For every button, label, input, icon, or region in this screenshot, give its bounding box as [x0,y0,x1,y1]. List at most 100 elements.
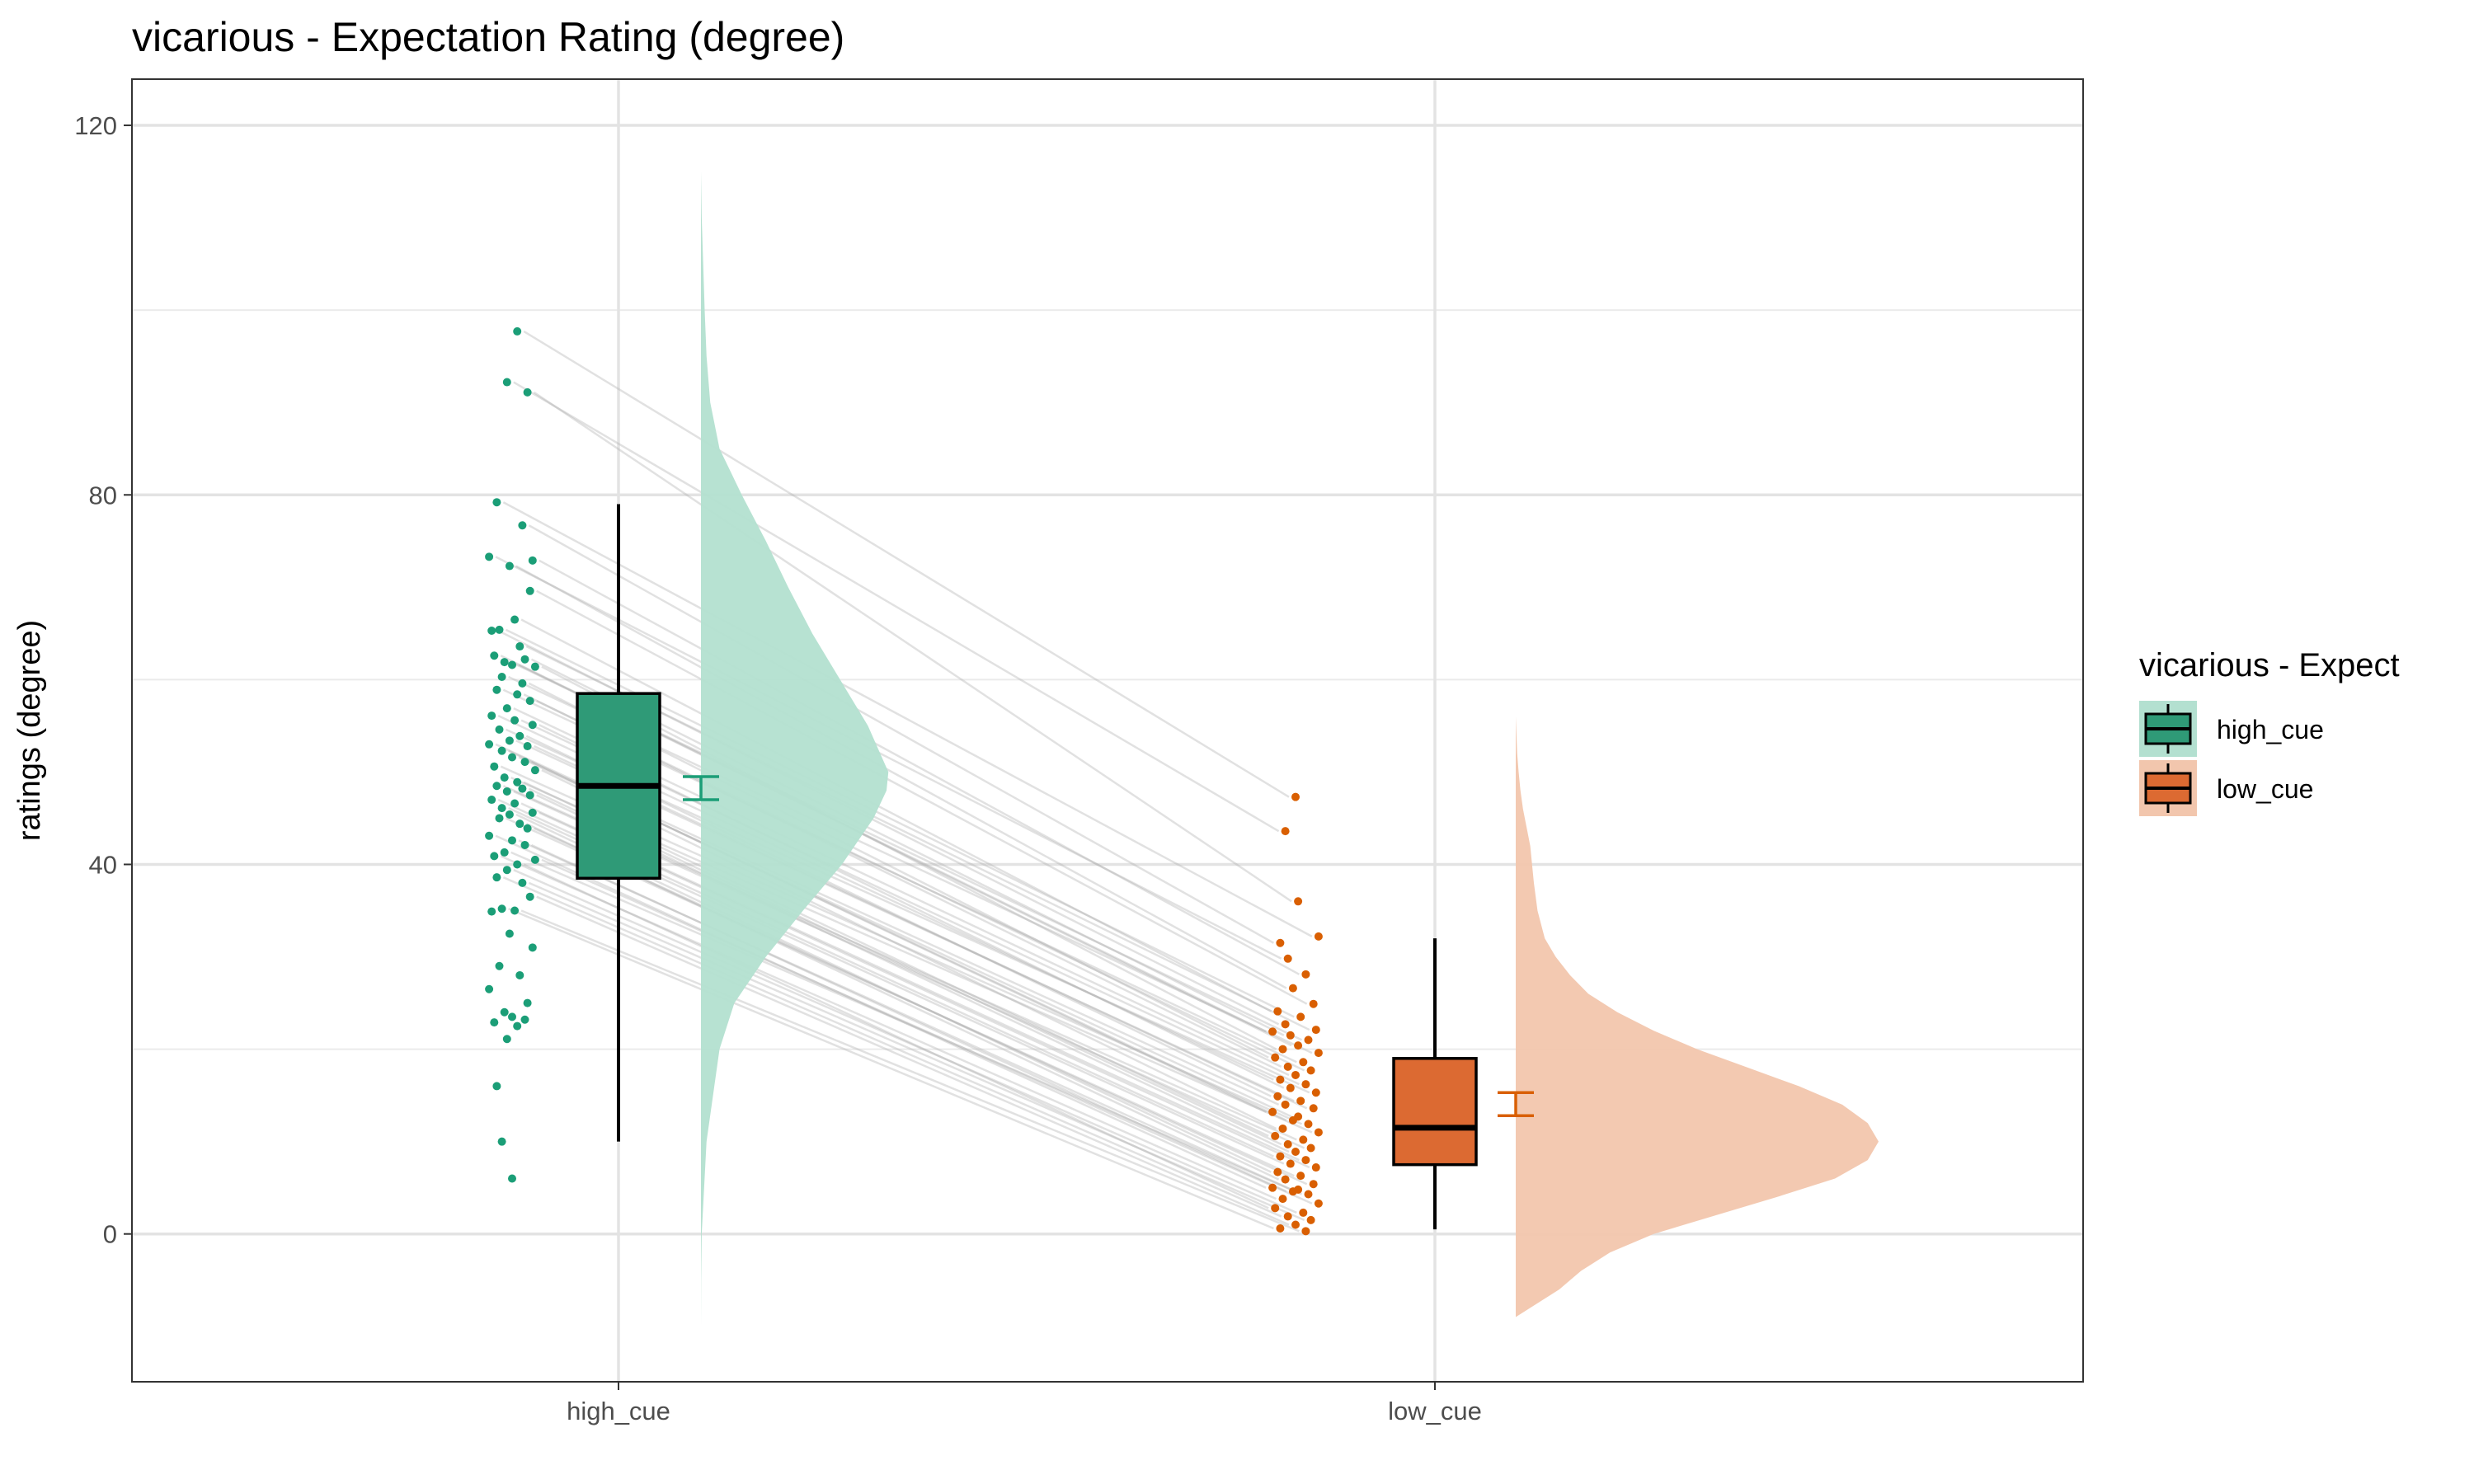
high_cue-data-point [513,777,522,787]
high_cue-data-point [495,725,504,734]
low_cue-data-point [1278,1124,1287,1133]
paired-line [539,811,1310,1169]
chart-title: vicarious - Expectation Rating (degree) [132,14,844,60]
low_cue-data-point [1299,1208,1308,1217]
paired-line [502,876,1282,1218]
low_cue-data-point [1311,1163,1320,1172]
high_cue-data-point [530,766,539,775]
high_cue-data-point [518,784,527,793]
low_cue-data-point [1299,1058,1308,1067]
high_cue-data-point [492,1082,501,1091]
low_cue-data-point [1301,1156,1310,1165]
grid-lines [132,79,2083,1382]
low_cue-data-point [1306,1066,1315,1075]
low_cue-data-point [1286,1159,1295,1168]
low_cue-data-point [1314,1049,1323,1058]
low_cue-density-cloud [1516,716,1879,1317]
paired-line [515,565,1287,989]
paired-line [508,908,1274,1230]
high_cue-data-point [525,892,534,901]
high_cue-data-point [528,943,537,952]
low_cue-data-point [1304,1036,1313,1045]
high_cue-data-point [500,1007,509,1017]
low_cue-data-point [1281,1175,1290,1184]
low_cue-data-point [1299,1135,1308,1144]
x-tick-label: high_cue [567,1397,670,1425]
high_cue-density-cloud [701,171,889,1327]
high_cue-data-point [485,740,494,749]
high_cue-data-point [508,1174,516,1183]
paired-line [530,843,1287,1193]
low_cue-data-point [1268,1027,1277,1036]
low_cue-data-point [1311,1026,1320,1035]
high_cue-data-point [525,697,534,706]
low_cue-data-point [1309,999,1318,1008]
low_cue-data-point [1271,1053,1280,1062]
legend-title: vicarious - Expect [2139,647,2400,683]
plot-panel-border [131,78,2084,1383]
low_cue-data-point [1268,1107,1277,1116]
y-tick-label: 0 [103,1220,117,1249]
low_cue-data-point [1301,1080,1310,1089]
high_cue-data-point [502,787,511,796]
high_cue-data-point [492,685,501,694]
high_cue-data-point [492,498,501,507]
low_cue-data-point [1314,1199,1323,1208]
paired-line [534,827,1308,1186]
low_cue-data-point [1296,1172,1305,1181]
axes: 0 40 80 120 high_cue low_cue [74,111,1482,1425]
high_cue-data-point [490,852,499,861]
paired-line [495,556,1282,960]
high_cue-data-point [502,378,511,387]
high_cue-data-point [515,970,524,979]
paired-line [541,665,1277,1050]
high_cue-data-point [510,799,520,808]
paired-line [513,869,1297,1214]
high_cue-data-point [502,866,511,875]
paired-line [523,330,1290,798]
paired-line [541,858,1313,1205]
paired-line [536,589,1308,1005]
high_cue-data-point [530,662,539,671]
low_cue-data-point [1281,1020,1290,1029]
y-tick-label: 40 [89,850,117,879]
legend-label-low_cue: low_cue [2217,774,2313,804]
high_cue-data-point [490,762,499,771]
low_cue-data-point [1301,970,1310,979]
paired-line [520,618,1272,1012]
high_cue-data-point [487,711,496,721]
paired-line [536,794,1290,1153]
high_cue-data-point [510,716,520,725]
low_cue-data-point [1311,1088,1320,1097]
high_cue-data-point [528,808,537,817]
high_cue-data-point [500,773,509,782]
paired-line [534,744,1308,1110]
low_cue-data-point [1291,1147,1300,1156]
high_cue-data-point [490,1018,499,1027]
low_cue-data-point [1283,1212,1292,1221]
high_cue-data-point [487,626,496,635]
high_cue-data-point [485,831,494,840]
paired-line [539,559,1300,975]
high_cue-data-point [515,819,524,829]
high_cue-data-point [487,796,496,805]
paired-line [502,501,1313,937]
low_cue-data-point [1281,1100,1290,1109]
low_cue-data-point [1271,1204,1280,1213]
high_cue-data-point [485,984,494,993]
legend-label-high_cue: high_cue [2217,715,2324,744]
high_cue-data-point [523,387,532,397]
low_cue-data-point [1309,1104,1318,1113]
paired-line [520,909,1300,1233]
high_cue-data-point [505,810,514,819]
low_cue-data-point [1278,1045,1287,1054]
low_cue-data-point [1273,1007,1282,1016]
paired-line [536,895,1290,1226]
low_cue-data-point [1281,827,1290,836]
paired-line [518,839,1292,1191]
high_cue-data-point [500,658,509,667]
high_cue-data-point [505,736,514,745]
paired-line [510,851,1302,1195]
paired-line [533,391,1292,903]
high_cue-data-point [492,873,501,882]
